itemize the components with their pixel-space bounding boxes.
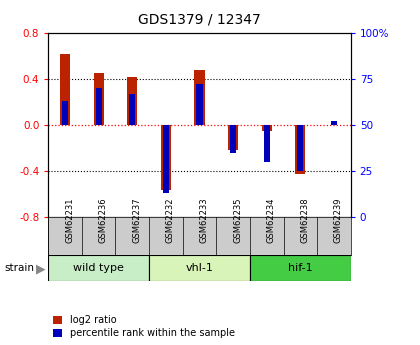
Text: GSM62231: GSM62231 [65,198,74,243]
Text: strain: strain [4,264,34,273]
Bar [250,255,351,281]
Bar [230,125,236,153]
Bar [129,94,135,125]
Bar [62,101,68,125]
Text: GSM62237: GSM62237 [132,198,141,243]
Text: vhl-1: vhl-1 [186,263,213,273]
Bar [331,121,337,125]
Bar [94,73,104,125]
Bar [228,125,238,150]
Bar [48,255,149,281]
Bar [161,125,171,190]
Text: wild type: wild type [73,263,124,273]
Text: ▶: ▶ [37,262,46,275]
Bar [295,125,305,174]
Bar [60,53,70,125]
Bar [197,85,202,125]
Bar [194,70,205,125]
Bar [127,77,137,125]
Bar [149,255,250,281]
Bar [297,125,303,171]
Bar [96,88,102,125]
Text: GSM62235: GSM62235 [233,198,242,243]
Bar [264,125,270,162]
Bar [262,125,272,131]
Text: hif-1: hif-1 [288,263,312,273]
Bar [163,125,169,193]
Text: GSM62233: GSM62233 [200,198,208,243]
Legend: log2 ratio, percentile rank within the sample: log2 ratio, percentile rank within the s… [53,315,235,338]
Text: GSM62239: GSM62239 [334,198,343,243]
Text: GSM62238: GSM62238 [300,198,309,243]
Text: GSM62236: GSM62236 [99,198,108,243]
Text: GDS1379 / 12347: GDS1379 / 12347 [138,12,261,26]
Text: GSM62232: GSM62232 [166,198,175,243]
Text: GSM62234: GSM62234 [267,198,276,243]
